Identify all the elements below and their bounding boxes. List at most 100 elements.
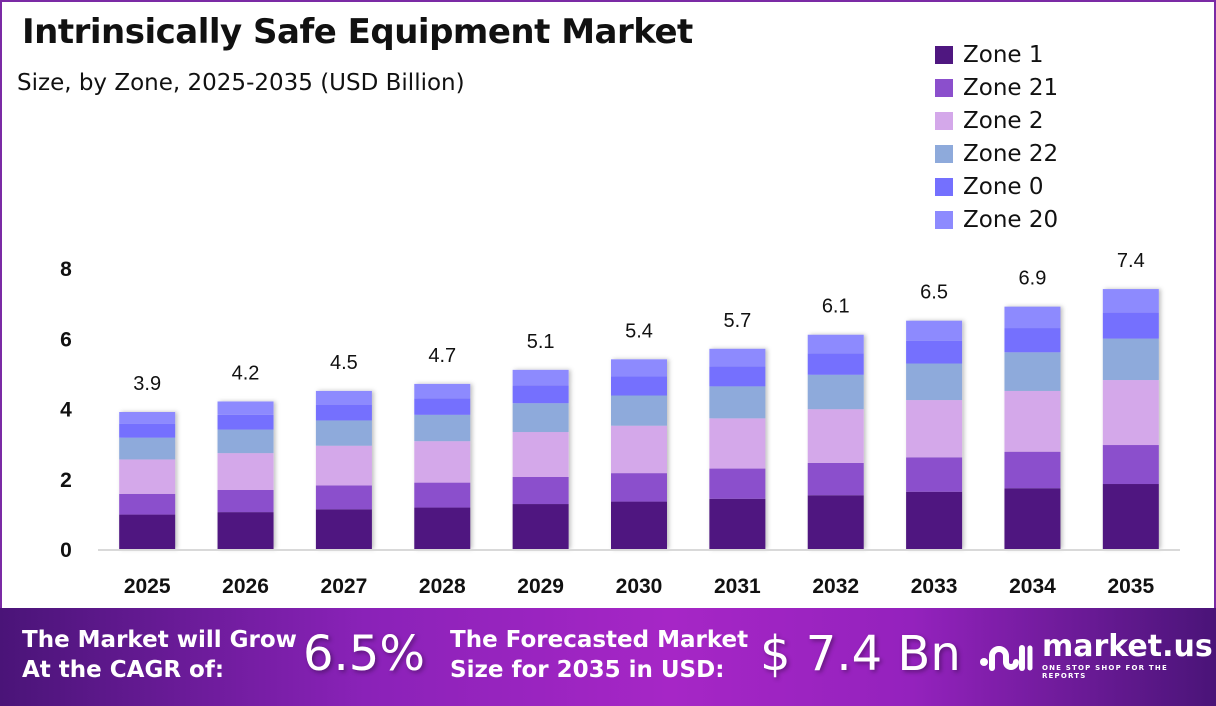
x-tick-label: 2031 — [714, 575, 761, 598]
cagr-caption: The Market will Grow At the CAGR of: — [22, 625, 297, 685]
bar-segment-zone-2-2027 — [315, 445, 372, 486]
x-tick-label: 2033 — [911, 575, 958, 598]
bar-segment-zone-21-2033 — [906, 457, 963, 492]
bar-segment-zone-2-2030 — [611, 425, 667, 474]
legend-swatch — [935, 177, 953, 196]
bar-segment-zone-22-2028 — [414, 414, 471, 442]
y-tick-label: 0 — [60, 539, 72, 562]
bar-segment-zone-21-2025 — [119, 493, 176, 515]
market-us-logo-icon — [979, 645, 1033, 671]
legend-item-zone-0: Zone 0 — [935, 170, 1058, 203]
x-tick-label: 2027 — [321, 575, 368, 598]
legend: Zone 1 Zone 21 Zone 2 Zone 22 Zone 0 Zon… — [935, 38, 1058, 236]
legend-swatch — [935, 210, 953, 229]
x-tick-label: 2035 — [1107, 575, 1154, 598]
brand-logo: market.us ONE STOP SHOP FOR THE REPORTS — [978, 632, 1216, 680]
bar-segment-zone-2-2032 — [807, 409, 864, 463]
x-tick-label: 2032 — [812, 575, 859, 598]
bar-stack-2033 — [906, 320, 963, 549]
bar-segment-zone-0-2035 — [1102, 312, 1159, 339]
y-tick-label: 8 — [60, 258, 72, 281]
bar-segment-zone-21-2029 — [512, 476, 569, 505]
bar-stack-2027 — [315, 390, 372, 549]
bar-segment-zone-21-2031 — [709, 468, 766, 499]
y-tick-label: 4 — [60, 399, 72, 422]
legend-label: Zone 21 — [963, 74, 1059, 101]
legend-swatch — [935, 144, 953, 163]
x-tick-label: 2029 — [517, 575, 564, 598]
legend-swatch — [935, 111, 953, 130]
bar-segment-zone-0-2027 — [315, 404, 372, 421]
total-data-label: 6.1 — [822, 296, 850, 318]
total-data-label: 4.2 — [232, 362, 260, 384]
legend-label: Zone 1 — [963, 41, 1044, 68]
bar-segment-zone-0-2025 — [119, 423, 176, 438]
y-tick-label: 6 — [60, 328, 72, 351]
bar-segment-zone-20-2031 — [709, 348, 766, 367]
bar-segment-zone-2-2029 — [512, 432, 569, 477]
bar-segment-zone-20-2027 — [315, 390, 372, 405]
forecast-caption-line1: The Forecasted Market — [450, 627, 749, 653]
bar-stack-2028 — [414, 383, 471, 549]
legend-item-zone-21: Zone 21 — [935, 71, 1058, 104]
bar-segment-zone-21-2030 — [611, 473, 667, 502]
x-tick-label: 2034 — [1009, 575, 1056, 598]
bar-segment-zone-2-2025 — [119, 459, 176, 494]
bar-segment-zone-0-2031 — [709, 366, 766, 387]
total-data-label: 4.5 — [330, 352, 358, 374]
chart-title: Intrinsically Safe Equipment Market — [22, 12, 693, 52]
forecast-caption: The Forecasted Market Size for 2035 in U… — [450, 625, 748, 685]
bar-segment-zone-0-2032 — [807, 353, 864, 375]
bar-segment-zone-21-2028 — [414, 482, 471, 508]
bar-segment-zone-20-2030 — [611, 359, 667, 377]
stacked-bar-chart: 0 2 4 6 8 2025 2026 2027 2028 2029 2030 2031 2032 20… — [60, 250, 1180, 598]
bar-segment-zone-0-2026 — [217, 414, 274, 430]
y-tick-label: 2 — [60, 469, 72, 492]
bar-stack-2034 — [1004, 306, 1061, 549]
bar-segment-zone-1-2025 — [119, 514, 176, 549]
bar-segment-zone-1-2029 — [512, 504, 569, 549]
bar-segment-zone-20-2034 — [1004, 306, 1061, 329]
x-tick-label: 2030 — [616, 575, 663, 598]
bar-stack-2029 — [512, 369, 569, 549]
legend-swatch — [935, 45, 953, 64]
cagr-caption-line2: At the CAGR of: — [22, 657, 225, 683]
bar-segment-zone-0-2029 — [512, 385, 569, 404]
bar-segment-zone-22-2025 — [119, 437, 176, 460]
bar-segment-zone-20-2032 — [807, 334, 864, 354]
bar-segment-zone-1-2034 — [1004, 488, 1061, 549]
legend-item-zone-20: Zone 20 — [935, 203, 1058, 236]
brand-tagline: ONE STOP SHOP FOR THE REPORTS — [1041, 664, 1168, 680]
bar-segment-zone-20-2026 — [217, 401, 274, 415]
total-data-label: 5.7 — [723, 310, 751, 332]
total-data-label: 6.9 — [1019, 268, 1047, 290]
bar-segment-zone-2-2028 — [414, 441, 471, 483]
total-data-label: 6.5 — [920, 282, 948, 304]
bar-segment-zone-21-2034 — [1004, 451, 1061, 489]
bar-segment-zone-1-2031 — [709, 498, 766, 549]
bar-segment-zone-1-2030 — [611, 501, 667, 549]
legend-label: Zone 22 — [963, 140, 1059, 167]
forecast-caption-line2: Size for 2035 in USD: — [450, 657, 725, 683]
bar-segment-zone-1-2027 — [315, 509, 372, 549]
bar-segment-zone-2-2026 — [217, 453, 274, 490]
x-tick-label: 2026 — [222, 575, 269, 598]
bar-stack-2031 — [709, 348, 766, 549]
bar-stack-2035 — [1102, 289, 1159, 549]
legend-item-zone-1: Zone 1 — [935, 38, 1058, 71]
bar-segment-zone-0-2034 — [1004, 328, 1061, 353]
bar-stack-2032 — [807, 334, 864, 549]
total-data-label: 5.1 — [527, 331, 555, 353]
bar-segment-zone-1-2026 — [217, 512, 274, 549]
bar-segment-zone-1-2033 — [906, 491, 963, 549]
total-data-label: 5.4 — [625, 320, 653, 342]
bar-segment-zone-20-2033 — [906, 320, 963, 341]
bar-segment-zone-1-2032 — [807, 495, 864, 549]
footer-banner: The Market will Grow At the CAGR of: 6.5… — [0, 608, 1216, 706]
forecast-value: $ 7.4 Bn — [760, 626, 961, 682]
chart-subtitle: Size, by Zone, 2025-2035 (USD Billion) — [17, 70, 465, 96]
bar-segment-zone-22-2035 — [1102, 338, 1159, 381]
bar-segment-zone-22-2029 — [512, 403, 569, 433]
bar-segment-zone-20-2025 — [119, 412, 176, 424]
total-data-label: 7.4 — [1117, 250, 1145, 272]
